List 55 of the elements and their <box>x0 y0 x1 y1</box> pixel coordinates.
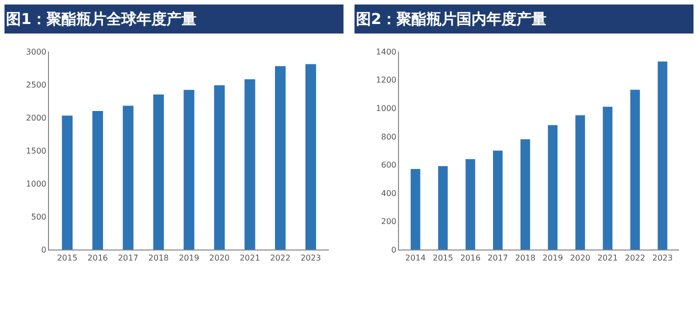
y-tick-label: 2000 <box>26 113 46 122</box>
bar <box>630 90 640 250</box>
x-tick-label: 2021 <box>240 253 260 262</box>
chart-title: 图2：聚酯瓶片国内年度产量 <box>356 10 546 28</box>
y-tick-label: 400 <box>381 188 396 198</box>
x-tick-label: 2020 <box>570 253 590 262</box>
x-tick-label: 2021 <box>597 253 618 262</box>
x-tick-label: 2019 <box>542 253 563 262</box>
y-tick-label: 500 <box>31 212 46 222</box>
y-tick-label: 2500 <box>26 80 46 90</box>
bar <box>548 125 558 250</box>
bar <box>520 139 530 250</box>
bar <box>438 166 448 250</box>
x-tick-label: 2019 <box>178 253 200 262</box>
y-tick-label: 1200 <box>376 76 396 85</box>
bar <box>92 110 104 250</box>
x-tick-label: 2018 <box>515 253 536 262</box>
bar <box>305 64 316 250</box>
x-tick-label: 2017 <box>488 253 508 262</box>
chart-title: 图1：聚酯瓶片全球年度产量 <box>6 10 196 28</box>
y-tick-label: 0 <box>391 245 396 254</box>
bar <box>122 106 134 250</box>
bar <box>602 106 612 250</box>
y-tick-label: 1000 <box>376 104 396 113</box>
y-tick-label: 800 <box>381 132 396 142</box>
bar <box>184 90 194 250</box>
y-tick-label: 3000 <box>26 47 46 56</box>
y-tick-label: 1400 <box>376 47 396 56</box>
y-tick-label: 1000 <box>26 179 46 188</box>
x-tick-label: 2017 <box>118 253 138 262</box>
bar <box>274 66 286 250</box>
bar <box>153 94 164 250</box>
bar <box>575 115 585 250</box>
bar <box>493 150 503 250</box>
x-tick-label: 2018 <box>148 253 169 262</box>
bar <box>62 116 73 250</box>
x-tick-label: 2015 <box>432 253 454 262</box>
x-tick-label: 2016 <box>460 253 481 262</box>
x-tick-label: 2022 <box>270 253 290 262</box>
bar <box>214 85 225 250</box>
x-tick-label: 2020 <box>209 253 230 262</box>
y-tick-label: 0 <box>41 245 46 254</box>
bar <box>466 159 476 250</box>
x-tick-label: 2014 <box>405 253 426 262</box>
x-tick-label: 2016 <box>88 253 108 262</box>
y-tick-label: 1500 <box>26 146 46 156</box>
x-tick-label: 2023 <box>652 253 673 262</box>
x-tick-label: 2023 <box>300 253 321 262</box>
x-tick-label: 2022 <box>624 253 646 262</box>
bar <box>244 79 256 250</box>
bar <box>410 169 420 250</box>
x-tick-label: 2015 <box>57 253 78 262</box>
y-tick-label: 600 <box>381 160 396 170</box>
bar <box>658 61 668 250</box>
y-tick-label: 200 <box>381 217 396 226</box>
